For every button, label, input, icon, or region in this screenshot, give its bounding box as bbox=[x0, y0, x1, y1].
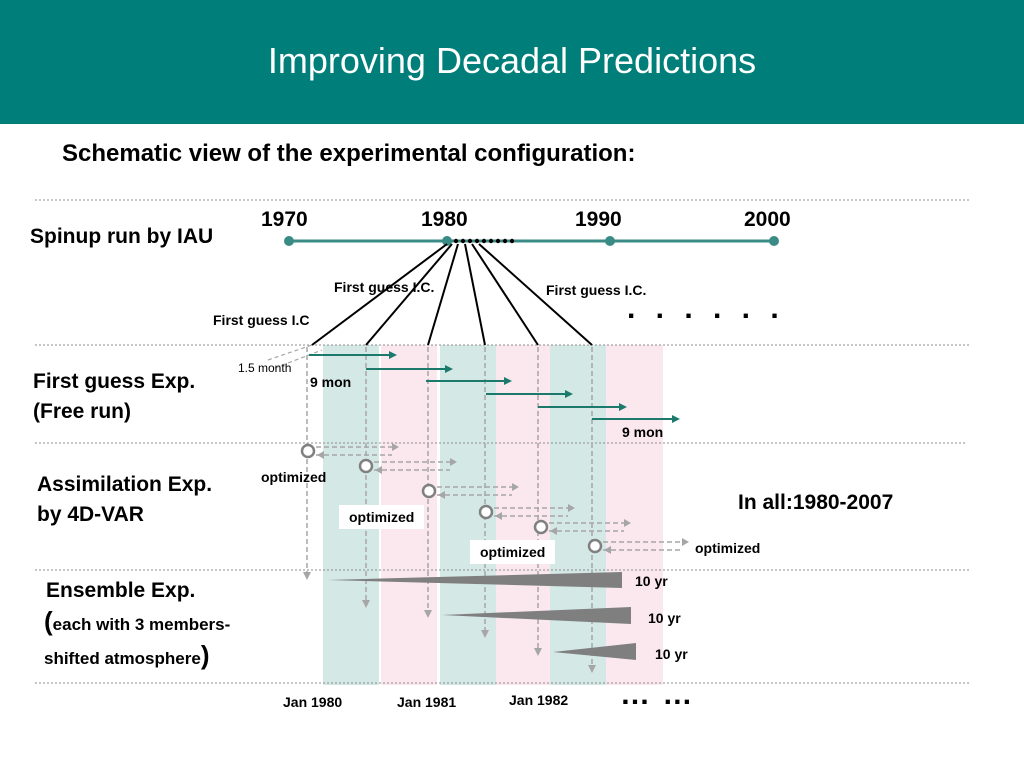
first-guess-ic-label-left: First guess I.C bbox=[213, 312, 310, 328]
band-teal-3 bbox=[550, 345, 606, 685]
spinup-dots bbox=[453, 238, 515, 244]
jan-1980-label: Jan 1980 bbox=[283, 694, 343, 710]
first-guess-exp-label: First guess Exp. bbox=[33, 370, 196, 393]
in-all-label: In all:1980-2007 bbox=[738, 491, 894, 514]
duration-label-right: 9 mon bbox=[622, 424, 664, 440]
ensemble-length-3: 10 yr bbox=[655, 646, 688, 662]
timeline-point-2000 bbox=[769, 236, 779, 246]
ensemble-shifted-label: shifted atmosphere bbox=[44, 649, 201, 668]
optimized-label-2: optimized bbox=[339, 505, 425, 529]
ensemble-wedge-1 bbox=[328, 572, 622, 588]
ensemble-members-line: (each with 3 members- bbox=[44, 606, 230, 641]
first-guess-ic-lines bbox=[311, 243, 593, 346]
year-1970: 1970 bbox=[261, 208, 308, 231]
page-title: Improving Decadal Predictions bbox=[267, 40, 757, 81]
4dvar-label: by 4D-VAR bbox=[37, 503, 144, 526]
year-1980: 1980 bbox=[421, 208, 468, 231]
ensemble-exp-label: Ensemble Exp. bbox=[46, 579, 196, 602]
spinup-label: Spinup run by IAU bbox=[30, 225, 214, 248]
year-1990: 1990 bbox=[575, 208, 622, 231]
jan-1981-label: Jan 1981 bbox=[397, 694, 457, 710]
assimilation-start-circles bbox=[300, 443, 603, 554]
offset-label: 1.5 month bbox=[238, 361, 292, 375]
year-2000: 2000 bbox=[744, 208, 791, 231]
ensemble-close-paren: ) bbox=[200, 640, 210, 670]
jan-1982-label: Jan 1982 bbox=[509, 692, 569, 708]
ensemble-members-label: each with 3 members- bbox=[52, 615, 231, 634]
band-pink-2 bbox=[496, 345, 552, 685]
free-run-label: (Free run) bbox=[33, 400, 132, 423]
timeline-point-1990 bbox=[605, 236, 615, 246]
ensemble-wedge-3 bbox=[553, 643, 636, 660]
ensemble-wedge-2 bbox=[442, 607, 631, 624]
optimized-label-1: optimized bbox=[261, 469, 327, 485]
assimilation-double-arrows bbox=[316, 446, 682, 551]
ensemble-open-paren: ( bbox=[44, 606, 53, 636]
offset-lines bbox=[267, 344, 323, 369]
optimized-label-3: optimized bbox=[470, 540, 556, 564]
bottom-ellipsis: … … bbox=[620, 678, 695, 711]
header-bar: Improving Decadal Predictions bbox=[0, 0, 1024, 124]
band-pink-3 bbox=[606, 345, 663, 685]
first-guess-arrows bbox=[309, 354, 673, 420]
top-ellipsis: . . . . . . bbox=[627, 292, 785, 325]
ensemble-length-2: 10 yr bbox=[648, 610, 681, 626]
assimilation-arrow-heads bbox=[317, 443, 689, 554]
first-guess-ic-label-center: First guess I.C. bbox=[334, 279, 435, 295]
section-separators bbox=[35, 199, 970, 684]
first-guess-ic-label-right: First guess I.C. bbox=[546, 282, 647, 298]
timeline-point-1980 bbox=[442, 236, 452, 246]
first-guess-arrow-heads bbox=[389, 351, 680, 423]
assimilation-exp-label: Assimilation Exp. bbox=[37, 473, 213, 496]
duration-label-left: 9 mon bbox=[310, 374, 352, 390]
timeline-point-1970 bbox=[284, 236, 294, 246]
ensemble-length-1: 10 yr bbox=[635, 573, 668, 589]
ensemble-shifted-line: shifted atmosphere) bbox=[44, 640, 209, 675]
optimized-label-4: optimized bbox=[695, 540, 761, 556]
diagram-subtitle: Schematic view of the experimental confi… bbox=[62, 140, 636, 167]
vertical-arrow-heads bbox=[303, 572, 596, 673]
